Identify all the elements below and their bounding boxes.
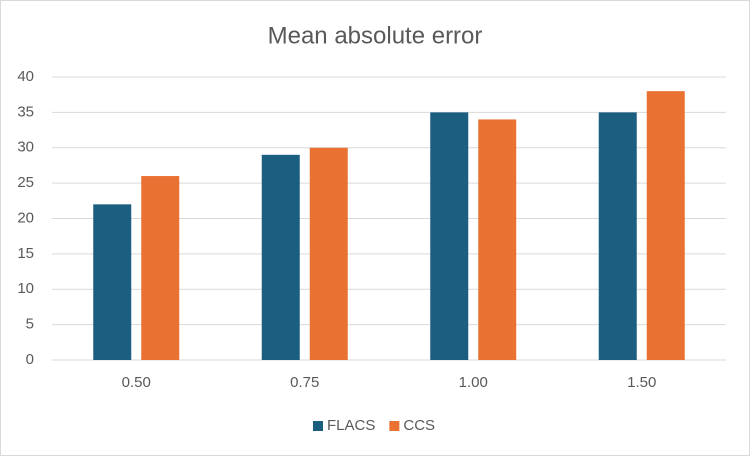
x-tick-label: 1.00	[459, 374, 488, 391]
legend-label: CCS	[403, 417, 435, 434]
bar	[261, 154, 300, 360]
bar	[93, 204, 132, 360]
chart-title: Mean absolute error	[268, 22, 483, 49]
bar	[598, 112, 637, 360]
y-tick-label: 25	[17, 174, 34, 191]
legend-swatch	[313, 421, 323, 431]
y-tick-label: 0	[26, 351, 34, 368]
bar	[309, 147, 348, 360]
bar	[430, 112, 469, 360]
y-tick-label: 30	[17, 139, 34, 156]
bar	[478, 119, 517, 360]
bar	[141, 176, 180, 360]
y-tick-label: 15	[17, 245, 34, 262]
legend-label: FLACS	[327, 417, 375, 434]
y-tick-label: 5	[26, 316, 34, 333]
x-tick-label: 0.50	[122, 374, 151, 391]
y-tick-label: 40	[17, 68, 34, 85]
y-tick-label: 20	[17, 209, 34, 226]
legend-swatch	[389, 421, 400, 431]
bar	[646, 91, 685, 361]
y-tick-label: 10	[17, 280, 34, 297]
y-tick-label: 35	[17, 103, 34, 120]
x-tick-label: 1.50	[627, 374, 656, 391]
x-tick-label: 0.75	[290, 374, 319, 391]
